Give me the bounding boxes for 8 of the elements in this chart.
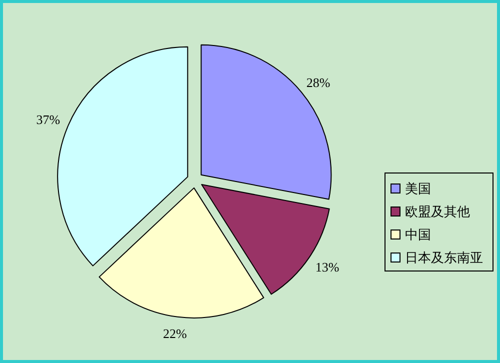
- data-label: 22%: [163, 326, 188, 341]
- data-label: 37%: [36, 112, 60, 127]
- legend-label: 欧盟及其他: [405, 205, 470, 220]
- legend-label: 美国: [405, 181, 431, 197]
- legend-label: 日本及东南亚: [405, 251, 483, 266]
- data-label: 28%: [306, 74, 330, 90]
- legend-label: 中国: [405, 228, 431, 243]
- data-label: 13%: [315, 260, 340, 275]
